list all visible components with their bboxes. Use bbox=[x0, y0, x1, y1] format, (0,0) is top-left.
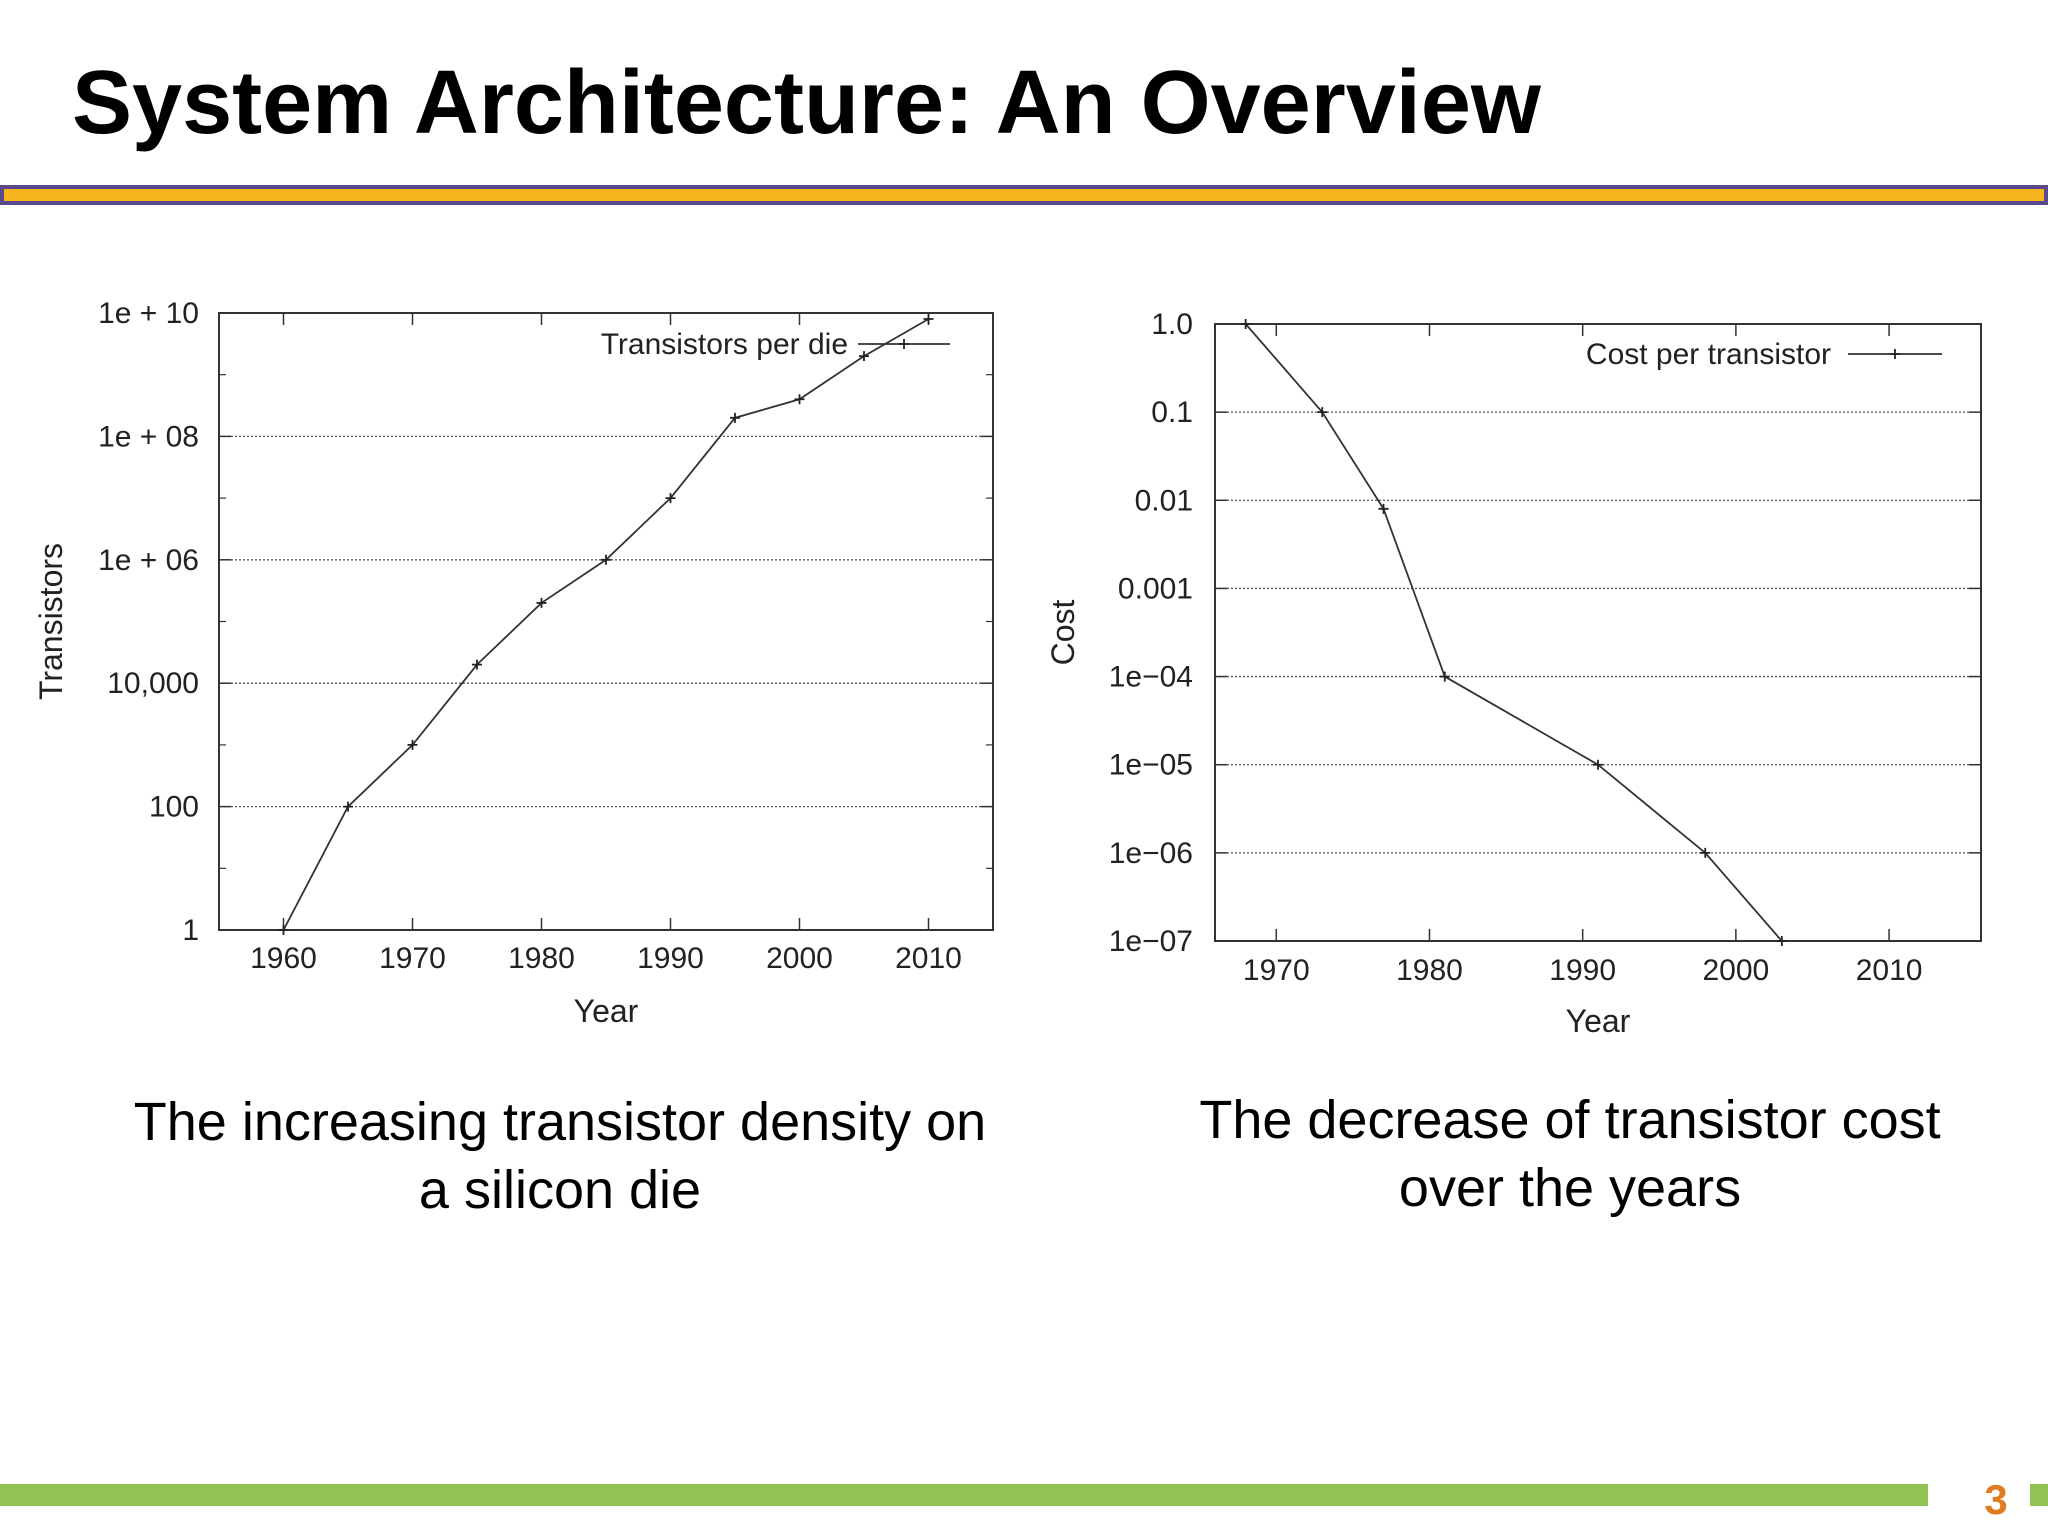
x-tick-label: 1990 bbox=[637, 942, 704, 975]
legend-marker bbox=[1890, 349, 1900, 359]
legend-label: Cost per transistor bbox=[1586, 338, 1831, 371]
data-point bbox=[1700, 847, 1711, 858]
x-tick-label: 2000 bbox=[766, 942, 833, 975]
transistor-cost-chart: 1e−07 1e−06 1e−05 1e−04 0.001 0.01 0.1 1.0 1970 1… bbox=[1045, 308, 1982, 1039]
legend-marker bbox=[899, 339, 909, 349]
x-tick-label: 1990 bbox=[1549, 954, 1616, 987]
y-tick-label: 1e−07 bbox=[1109, 925, 1193, 958]
caption-right-line-2: over the years bbox=[1398, 1158, 1742, 1218]
title-divider bbox=[0, 185, 2048, 205]
y-tick-label: 1 bbox=[182, 914, 199, 947]
x-tick-label: 1980 bbox=[1396, 954, 1463, 987]
x-tick-label: 2010 bbox=[1856, 954, 1923, 987]
x-tick-label: 1970 bbox=[379, 942, 446, 975]
y-tick-label: 1e−06 bbox=[1109, 837, 1193, 870]
y-tick-label: 0.01 bbox=[1135, 484, 1193, 517]
x-tick-label: 2000 bbox=[1703, 954, 1770, 987]
series-line bbox=[282, 318, 929, 931]
x-tick-label: 1960 bbox=[250, 942, 317, 975]
x-tick-label: 1970 bbox=[1243, 954, 1310, 987]
data-point bbox=[472, 659, 482, 670]
data-point bbox=[278, 925, 289, 935]
y-tick-label: 1e−04 bbox=[1109, 661, 1193, 694]
data-point bbox=[1317, 407, 1328, 418]
data-point bbox=[343, 801, 353, 812]
x-axis-label: Year bbox=[1566, 1003, 1631, 1039]
y-tick-label: 0.1 bbox=[1151, 396, 1193, 429]
caption-right-line-1: The decrease of transistor cost bbox=[1199, 1090, 1941, 1150]
y-tick-label: 1e + 10 bbox=[98, 297, 199, 330]
caption-right: The decrease of transistor cost over the… bbox=[1070, 1086, 2048, 1222]
y-tick-label: 1e−05 bbox=[1109, 749, 1193, 782]
x-tick-label: 1980 bbox=[508, 942, 575, 975]
data-point bbox=[407, 739, 418, 750]
caption-left-line-1: The increasing transistor density on bbox=[133, 1092, 987, 1152]
y-tick-label: 1e + 08 bbox=[98, 420, 199, 453]
data-point bbox=[923, 313, 934, 324]
y-tick-label: 100 bbox=[149, 791, 199, 824]
caption-left-line-2: a silicon die bbox=[418, 1160, 702, 1220]
y-tick-label: 10,000 bbox=[107, 667, 199, 700]
y-axis-label: Cost bbox=[1045, 599, 1081, 665]
footer-bar-end bbox=[2030, 1484, 2048, 1506]
series-line bbox=[1244, 323, 1783, 942]
page-number: 3 bbox=[1984, 1476, 2008, 1523]
caption-left: The increasing transistor density on a s… bbox=[60, 1088, 1060, 1224]
data-point bbox=[1378, 503, 1389, 514]
plot-frame bbox=[1214, 323, 1982, 942]
y-axis-label: Transistors bbox=[33, 543, 69, 700]
data-point bbox=[1439, 671, 1450, 682]
data-point bbox=[730, 412, 740, 423]
y-tick-label: 1.0 bbox=[1151, 308, 1193, 341]
data-point bbox=[536, 597, 547, 608]
footer-bar bbox=[0, 1484, 1928, 1506]
y-tick-label: 1e + 06 bbox=[98, 544, 199, 577]
data-point bbox=[1240, 319, 1251, 329]
data-point bbox=[1776, 936, 1787, 946]
slide-title: System Architecture: An Overview bbox=[72, 53, 1541, 153]
data-point bbox=[794, 394, 805, 405]
data-point bbox=[665, 493, 676, 504]
plot-frame bbox=[218, 312, 994, 931]
data-point bbox=[859, 351, 869, 362]
data-point bbox=[601, 554, 611, 565]
x-tick-label: 2010 bbox=[895, 942, 962, 975]
legend-label: Transistors per die bbox=[601, 328, 848, 361]
x-axis-label: Year bbox=[574, 993, 639, 1029]
transistor-density-chart: 1 100 10,000 1e + 06 1e + 08 1e + 10 1960 1970 1… bbox=[33, 297, 994, 1029]
data-point bbox=[1593, 759, 1603, 770]
y-tick-label: 0.001 bbox=[1118, 572, 1193, 605]
